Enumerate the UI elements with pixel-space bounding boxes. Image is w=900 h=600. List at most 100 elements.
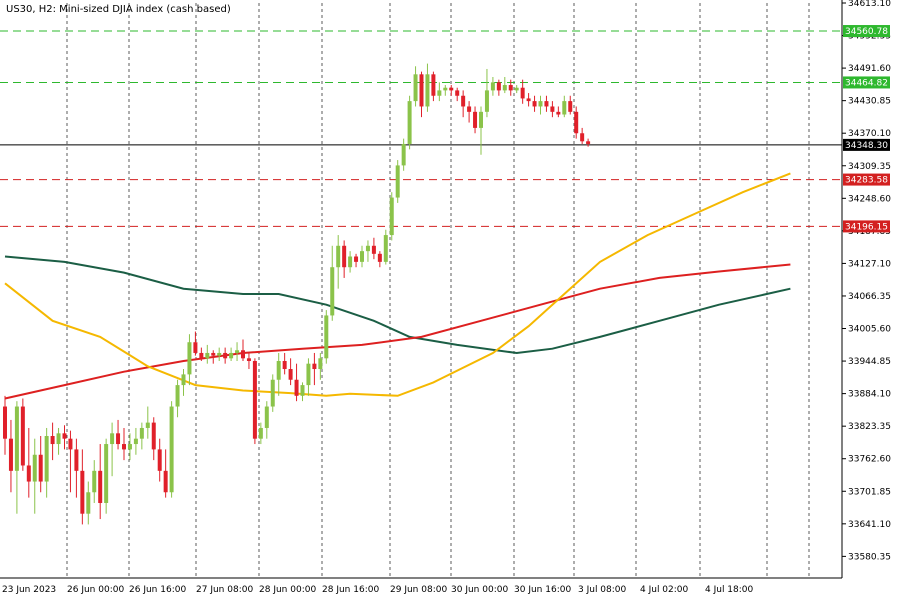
candle-body: [32, 454, 37, 482]
y-tick-label: 34613.10: [848, 0, 891, 9]
candle-body: [461, 95, 466, 107]
candle-body: [241, 350, 245, 359]
candle-body: [270, 379, 275, 407]
candle-body: [479, 111, 483, 128]
candle-body: [330, 267, 335, 316]
candle-body: [395, 165, 400, 198]
x-tick-label: 30 Jun 16:00: [514, 585, 571, 595]
candle-body: [419, 74, 424, 107]
candle-body: [116, 433, 121, 445]
candle-body: [348, 256, 353, 268]
candle-body: [211, 352, 216, 356]
candle-body: [514, 87, 519, 91]
candle-body: [68, 438, 73, 450]
ma-fast-line: [4, 172, 791, 397]
y-tick-label: 33823.35: [848, 422, 891, 432]
candle-body: [324, 315, 329, 359]
candle-body: [86, 492, 91, 514]
candle-body: [490, 82, 495, 91]
x-tick-label: 4 Jul 02:00: [640, 585, 689, 595]
candle-body: [312, 363, 317, 370]
candle-body: [92, 470, 97, 493]
candle-body: [425, 74, 430, 107]
y-tick-label: 33701.85: [848, 487, 891, 497]
candle-body: [246, 358, 251, 361]
candle-body: [187, 342, 192, 375]
candle-body: [193, 342, 198, 353]
candle-body: [110, 433, 115, 445]
y-tick-label: 34370.10: [848, 129, 891, 139]
x-tick-label: 27 Jun 08:00: [196, 585, 253, 595]
candle-body: [258, 427, 263, 439]
candle-body: [288, 369, 293, 380]
y-tick-label: 34309.35: [848, 162, 891, 172]
level-tag: [843, 25, 890, 38]
y-tick-label: 33944.85: [848, 357, 891, 367]
candle-body: [151, 422, 156, 450]
candle-body: [354, 256, 359, 262]
candle-body: [133, 438, 138, 445]
ma-slow-line: [4, 255, 791, 355]
candle-body: [306, 363, 311, 386]
candle-body: [365, 245, 370, 252]
candle-body: [473, 111, 478, 128]
candle-body: [360, 251, 364, 262]
candle-body: [467, 106, 472, 112]
candle-body: [586, 141, 591, 144]
candle-body: [229, 352, 234, 359]
x-tick-label: 30 Jun 00:00: [451, 585, 508, 595]
candle-body: [145, 422, 150, 428]
x-tick-label: 26 Jun 16:00: [129, 585, 186, 595]
candle-body: [538, 101, 543, 107]
y-tick-label: 34491.60: [848, 64, 891, 74]
candle-body: [496, 82, 501, 91]
candle-body: [252, 360, 257, 439]
candle-body: [508, 85, 513, 91]
candle-body: [104, 444, 109, 503]
candle-body: [163, 470, 168, 493]
candle-body: [300, 385, 305, 396]
current-price-label: 34348.30: [845, 141, 888, 151]
x-tick-label: 26 Jun 00:00: [67, 585, 124, 595]
candle-body: [443, 87, 448, 91]
candle-body: [169, 406, 174, 493]
candle-body: [56, 433, 61, 445]
candle-body: [205, 352, 210, 359]
candle-body: [175, 385, 180, 407]
candle-body: [181, 374, 186, 386]
candle-body: [377, 253, 382, 262]
candle-body: [336, 245, 341, 268]
y-tick-label: 34005.60: [848, 325, 891, 335]
level-label: 34560.78: [845, 27, 888, 37]
candle-body: [8, 438, 13, 471]
candle-body: [544, 101, 549, 107]
candle-body: [199, 352, 204, 359]
candle-body: [276, 360, 281, 380]
candle-body: [20, 406, 25, 466]
candle-body: [14, 406, 19, 471]
y-tick-label: 34248.60: [848, 194, 891, 204]
candle-body: [342, 245, 347, 268]
candle-body: [294, 379, 299, 396]
y-tick-label: 34430.85: [848, 97, 891, 107]
candle-body: [502, 85, 507, 91]
candle-body: [580, 133, 585, 142]
candle-body: [562, 101, 567, 115]
y-tick-label: 33884.10: [848, 390, 891, 400]
x-tick-label: 28 Jun 00:00: [259, 585, 316, 595]
candle-body: [223, 352, 228, 359]
candle-body: [62, 433, 67, 439]
candle-body: [50, 436, 55, 445]
candle-body: [38, 454, 43, 482]
candle-body: [455, 90, 460, 96]
candle-body: [407, 101, 412, 144]
candle-body: [74, 449, 79, 471]
candlesticks: [3, 63, 591, 525]
y-tick-label: 33641.10: [848, 520, 891, 530]
price-tags: 34560.78 34464.82 34283.58 34196.15 34348.30: [843, 25, 890, 233]
candle-body: [139, 427, 144, 439]
candle-body: [413, 74, 418, 102]
candle-body: [401, 143, 406, 166]
